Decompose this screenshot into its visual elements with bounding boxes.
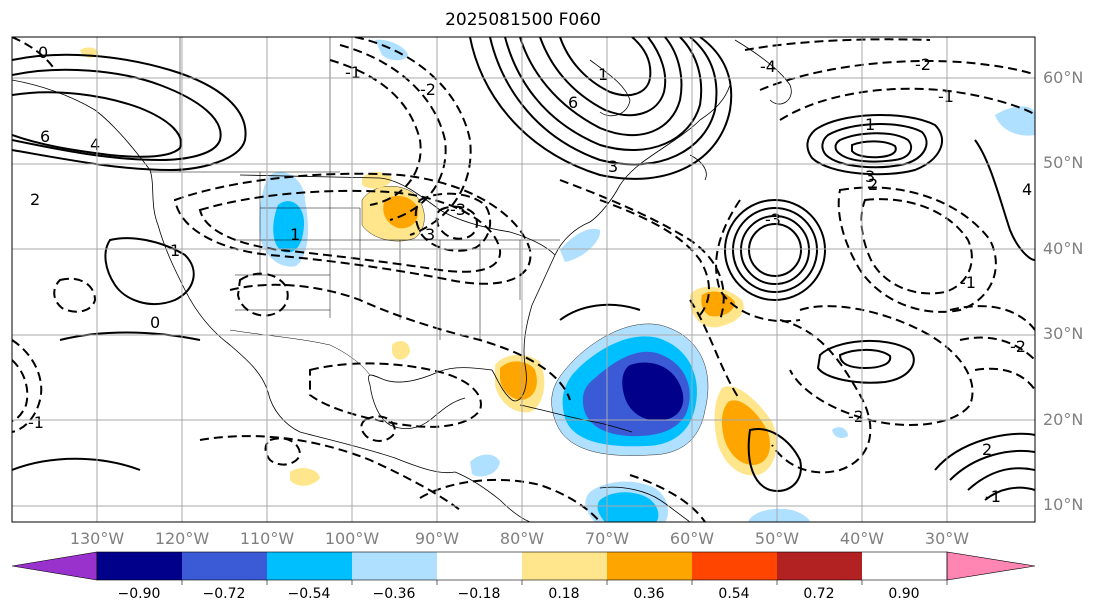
colorbar-bin bbox=[607, 552, 692, 580]
lat-label: 50°N bbox=[1043, 153, 1084, 172]
colorbar-tick-label: 0.54 bbox=[718, 586, 750, 602]
contour-label: -1 bbox=[960, 273, 976, 292]
contour-label: 6 bbox=[568, 93, 578, 112]
neg-anomaly-south-core bbox=[597, 492, 659, 522]
contour-label: -2 bbox=[848, 407, 864, 426]
neg-anomaly-east-coast bbox=[560, 228, 601, 262]
lon-label: 50°W bbox=[754, 529, 800, 548]
contour-label: 3 bbox=[608, 157, 618, 176]
lat-label: 60°N bbox=[1043, 68, 1084, 87]
contour-label: -1 bbox=[345, 63, 361, 82]
colorbar-tick-label: −0.18 bbox=[457, 586, 501, 602]
lon-label: 30°W bbox=[924, 529, 970, 548]
pos-anomaly-gulf bbox=[392, 340, 410, 360]
colorbar-bin bbox=[777, 552, 862, 580]
colorbar-bin bbox=[437, 552, 522, 580]
colorbar-tick-label: 0.72 bbox=[803, 586, 835, 602]
contour-label: -1 bbox=[985, 487, 1001, 506]
coastlines bbox=[12, 39, 792, 522]
neg-anomaly-se bbox=[748, 508, 810, 522]
contour-label: 3 bbox=[865, 167, 875, 186]
map-frame bbox=[11, 36, 1036, 523]
borders bbox=[150, 37, 560, 376]
lat-label: 30°N bbox=[1043, 324, 1084, 343]
lon-label: 60°W bbox=[669, 529, 715, 548]
contour-label: 1 bbox=[865, 115, 875, 134]
contour-label: 2 bbox=[30, 190, 40, 209]
neg-anomaly-plains-core bbox=[273, 201, 305, 253]
contour-label: 6 bbox=[40, 127, 50, 146]
colorbar-tick-label: −0.36 bbox=[372, 586, 416, 602]
map-title: 2025081500 F060 bbox=[445, 10, 601, 30]
lat-label: 40°N bbox=[1043, 239, 1084, 258]
contour-label: -1 bbox=[938, 87, 954, 106]
contour-label: -3 bbox=[765, 210, 781, 229]
lat-label: 10°N bbox=[1043, 495, 1084, 514]
pos-anomaly-north-plains bbox=[362, 172, 392, 189]
contour-labels: 0 6 4 2 1 -1 -2 3 -3 -4 6 3 1 -1 -2 4 -1… bbox=[28, 43, 1032, 506]
contour-label: 2 bbox=[868, 175, 878, 194]
colorbar-bin bbox=[267, 552, 352, 580]
contour-label: 0 bbox=[150, 313, 160, 332]
colorbar-bin bbox=[352, 552, 437, 580]
lon-label: 100°W bbox=[324, 529, 380, 548]
contour-label: 4 bbox=[1022, 180, 1032, 199]
lon-label: 120°W bbox=[154, 529, 210, 548]
contour-label: 1 bbox=[290, 225, 300, 244]
colorbar-tick-label: 0.36 bbox=[633, 586, 665, 602]
neg-anomaly-central-america bbox=[470, 454, 500, 477]
dashed-contours bbox=[12, 37, 1035, 522]
contour-label: -3 bbox=[450, 200, 466, 219]
lon-label: 80°W bbox=[499, 529, 545, 548]
lon-label: 130°W bbox=[69, 529, 125, 548]
lat-label: 20°N bbox=[1043, 410, 1084, 429]
lon-label: 70°W bbox=[584, 529, 630, 548]
contour-label: 1 bbox=[170, 241, 180, 260]
shading-layer bbox=[80, 39, 1035, 522]
colorbar-tick-label: 0.90 bbox=[888, 586, 920, 602]
neg-anomaly-small bbox=[832, 427, 848, 438]
colorbar-extend-min bbox=[11, 551, 98, 581]
neg-anomaly-core bbox=[622, 362, 684, 421]
contour-label: -1 bbox=[28, 413, 44, 432]
contour-label: -2 bbox=[420, 80, 436, 99]
colorbar-bin bbox=[97, 552, 182, 580]
colorbar-tick-label: −0.90 bbox=[117, 586, 161, 602]
lon-label: 110°W bbox=[239, 529, 295, 548]
contour-label: 4 bbox=[90, 135, 100, 154]
contour-label: 1 bbox=[598, 65, 608, 84]
colorbar-bin bbox=[522, 552, 607, 580]
neg-anomaly-far-east bbox=[995, 106, 1035, 136]
colorbar-bin bbox=[182, 552, 267, 580]
lon-label: 90°W bbox=[414, 529, 460, 548]
contour-label: 2 bbox=[982, 440, 992, 459]
contour-label: -2 bbox=[1010, 337, 1026, 356]
pos-anomaly-pacific bbox=[290, 468, 320, 486]
colorbar-extend-max bbox=[946, 551, 1036, 581]
contour-label: -4 bbox=[760, 57, 776, 76]
gridlines bbox=[12, 37, 1035, 522]
pos-anomaly-florida-core bbox=[500, 361, 537, 400]
pos-anomaly-mid-atlantic-core bbox=[721, 400, 771, 465]
map-area bbox=[12, 37, 1035, 522]
colorbar-tick-label: −0.54 bbox=[287, 586, 331, 602]
colorbar-tick-label: 0.18 bbox=[548, 586, 580, 602]
lon-label: 40°W bbox=[839, 529, 885, 548]
colorbar-tick-label: −0.72 bbox=[202, 586, 246, 602]
contour-label: 0 bbox=[38, 43, 48, 62]
contour-label: 3 bbox=[425, 225, 435, 244]
colorbar bbox=[11, 551, 1036, 585]
colorbar-bin bbox=[692, 552, 777, 580]
contour-label: -2 bbox=[915, 55, 931, 74]
